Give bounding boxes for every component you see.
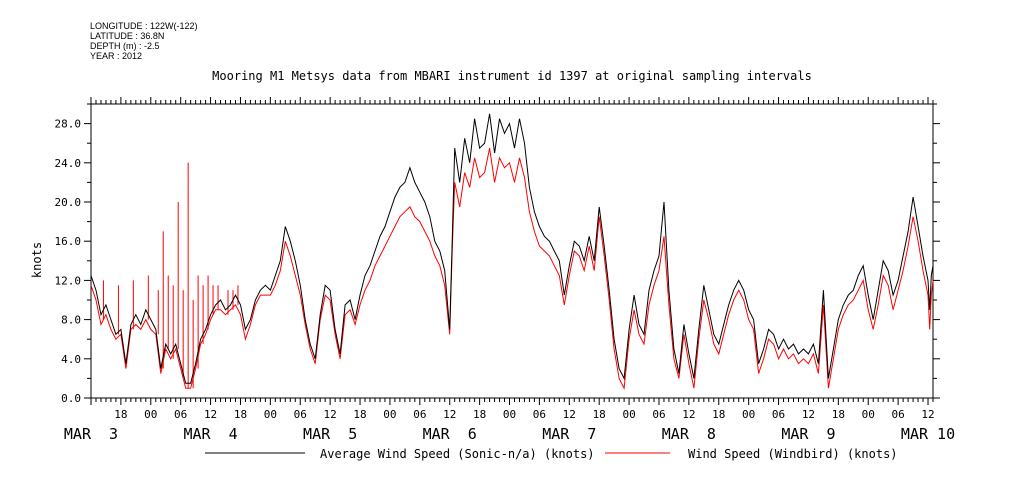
x-date-label: MAR 5 [303,425,357,443]
plot-frame [90,103,934,399]
y-tick-label: 28.0 [55,118,82,131]
y-tick-label: 24.0 [55,157,82,170]
x-hour-label: 18 [234,408,247,421]
x-hour-label: 18 [712,408,725,421]
x-hour-label: 00 [862,408,875,421]
y-tick-label: 20.0 [55,196,82,209]
x-hour-label: 06 [652,408,665,421]
y-tick-label: 4.0 [61,353,81,366]
x-hour-label: 12 [921,408,934,421]
y-tick-label: 12.0 [55,274,82,287]
series-layer [90,113,934,390]
legend-label: Average Wind Speed (Sonic-n/a) (knots) [320,447,595,461]
x-date-label: MAR 3 [64,425,118,443]
x-hour-label: 18 [832,408,845,421]
x-hour-label: 12 [443,408,456,421]
x-hour-label: 18 [353,408,366,421]
depth-label: DEPTH (m) : -2.5 [90,41,160,51]
x-date-label: MAR 6 [423,425,477,443]
x-hour-label: 00 [622,408,635,421]
x-hour-label: 00 [264,408,277,421]
legend-label: Wind Speed (Windbird) (knots) [688,447,898,461]
x-date-label: MAR 7 [542,425,596,443]
series-line-windbird [90,148,934,390]
y-tick-labels: 0.0 4.0 8.0 12.0 16.0 20.0 24.0 28.0 [55,118,82,405]
x-tick-labels: 18 00 06 12 18 00 06 12 18 00 06 12 18 00 06 12 18 00 06 12… [64,408,955,443]
x-hour-label: 12 [204,408,217,421]
axis-ticks [84,97,940,405]
y-tick-label: 0.0 [61,392,81,405]
year-label: YEAR : 2012 [90,51,143,61]
x-hour-label: 18 [593,408,606,421]
x-hour-label: 00 [742,408,755,421]
y-axis-label: knots [30,242,44,278]
x-hour-label: 06 [772,408,785,421]
x-hour-label: 18 [473,408,486,421]
latitude-label: LATITUDE : 36.8N [90,31,165,41]
x-date-label: MAR 9 [781,425,835,443]
x-hour-label: 00 [383,408,396,421]
x-date-label: MAR 4 [183,425,237,443]
legend: Average Wind Speed (Sonic-n/a) (knots) Wi… [205,447,898,461]
x-hour-label: 18 [114,408,127,421]
longitude-label: LONGITUDE : 122W(-122) [90,21,198,31]
x-hour-label: 06 [891,408,904,421]
x-date-label: MAR 10 [901,425,955,443]
x-hour-label: 12 [563,408,576,421]
y-tick-label: 16.0 [55,235,82,248]
y-tick-label: 8.0 [61,314,81,327]
x-hour-label: 06 [294,408,307,421]
x-hour-label: 12 [682,408,695,421]
series-line-sonic [90,113,934,384]
x-hour-label: 00 [503,408,516,421]
x-hour-label: 12 [802,408,815,421]
x-hour-label: 12 [324,408,337,421]
x-hour-label: 06 [413,408,426,421]
x-date-label: MAR 8 [662,425,716,443]
x-hour-label: 06 [174,408,187,421]
x-hour-label: 00 [144,408,157,421]
chart-title: Mooring M1 Metsys data from MBARI instru… [212,69,812,83]
x-hour-label: 06 [533,408,546,421]
dataset-metadata: LONGITUDE : 122W(-122) LATITUDE : 36.8N … [90,21,198,61]
